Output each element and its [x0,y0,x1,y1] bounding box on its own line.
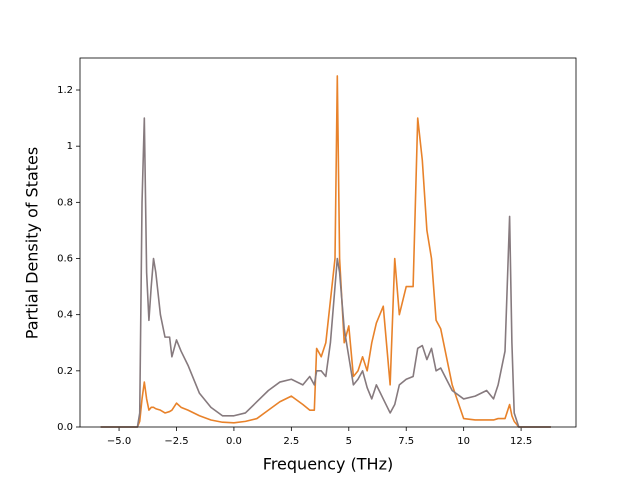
y-axis-label: Partial Density of States [23,147,42,339]
y-tick-label: 1.2 [57,85,73,96]
x-axis-label: Frequency (THz) [263,455,393,474]
x-tick-label: 5 [346,436,352,447]
y-tick-label: 0.2 [57,366,73,377]
series-line [100,75,551,428]
x-tick-label: 2.5 [283,436,299,447]
y-tick-label: 0.6 [57,254,73,265]
x-tick-label: 10 [457,436,470,447]
x-tick-label: 12.5 [510,436,532,447]
y-tick-label: 0.8 [57,197,73,208]
y-tick-label: 0.0 [57,422,73,433]
series-line [100,117,551,428]
x-tick-label: −2.5 [164,436,188,447]
x-tick-label: 7.5 [398,436,414,447]
y-tick-label: 0.4 [57,310,73,321]
y-tick-label: 1 [67,141,73,152]
plot-frame [79,57,577,428]
x-tick-label: 0.0 [226,436,242,447]
x-tick-label: −5.0 [107,436,131,447]
